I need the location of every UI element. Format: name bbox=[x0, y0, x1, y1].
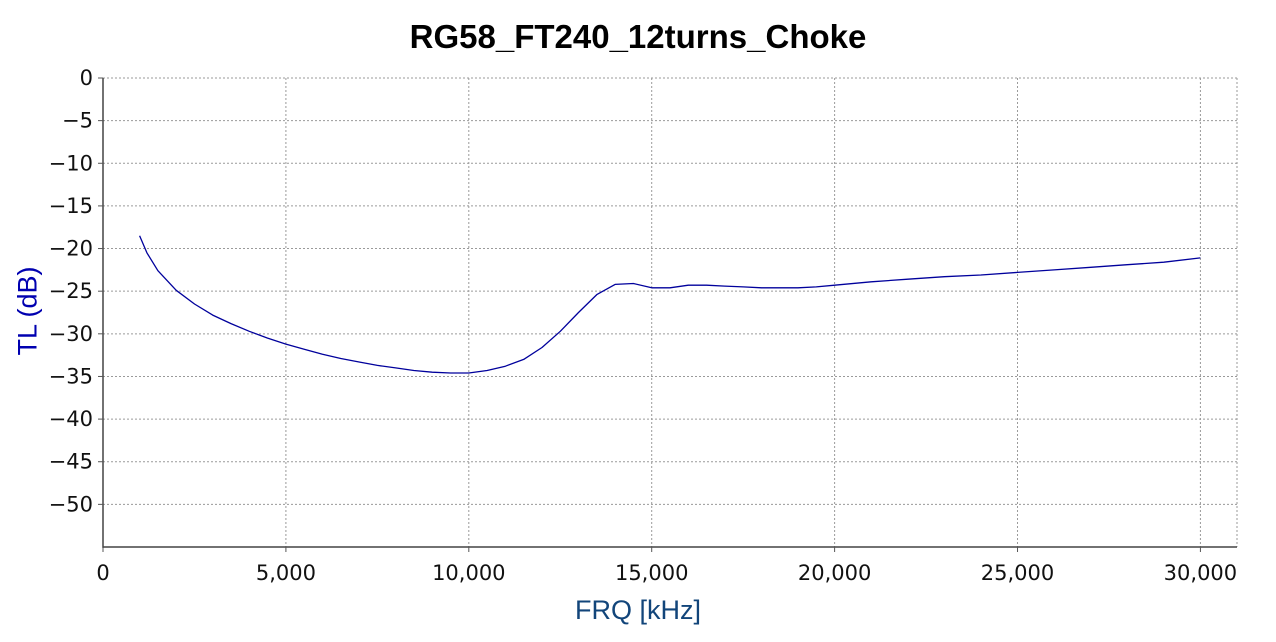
x-tick-label: 0 bbox=[96, 561, 109, 585]
y-tick-label: −50 bbox=[49, 492, 93, 516]
y-tick-label: −25 bbox=[49, 279, 93, 303]
x-tick-label: 25,000 bbox=[981, 561, 1054, 585]
x-axis-label: FRQ [kHz] bbox=[575, 595, 701, 625]
y-tick-label: −40 bbox=[49, 407, 93, 431]
y-tick-label: −5 bbox=[62, 109, 93, 133]
x-tick-label: 5,000 bbox=[256, 561, 316, 585]
y-tick-label: 0 bbox=[80, 66, 93, 90]
x-tick-label: 20,000 bbox=[798, 561, 871, 585]
series-line bbox=[139, 235, 1201, 374]
series-group bbox=[139, 235, 1201, 374]
x-ticks: 0 5,000 10,000 15,000 20,000 25,000 30,000 bbox=[96, 547, 1237, 585]
y-tick-label: −20 bbox=[49, 237, 93, 261]
y-tick-label: −35 bbox=[49, 364, 93, 388]
y-tick-label: −30 bbox=[49, 322, 93, 346]
y-gridlines bbox=[103, 77, 1237, 505]
y-tick-label: −45 bbox=[49, 450, 93, 474]
y-ticks: 0 −5 −10 −15 −20 −25 −30 −35 −40 −45 −50 bbox=[49, 66, 103, 516]
x-gridlines bbox=[103, 77, 1238, 547]
x-tick-label: 10,000 bbox=[432, 561, 505, 585]
y-tick-label: −10 bbox=[49, 151, 93, 175]
chart-title: RG58_FT240_12turns_Choke bbox=[409, 18, 867, 55]
x-tick-label: 30,000 bbox=[1164, 561, 1237, 585]
y-axis-label: TL (dB) bbox=[12, 266, 43, 356]
y-tick-label: −15 bbox=[49, 194, 93, 218]
axes bbox=[102, 78, 1237, 548]
x-tick-label: 15,000 bbox=[615, 561, 688, 585]
